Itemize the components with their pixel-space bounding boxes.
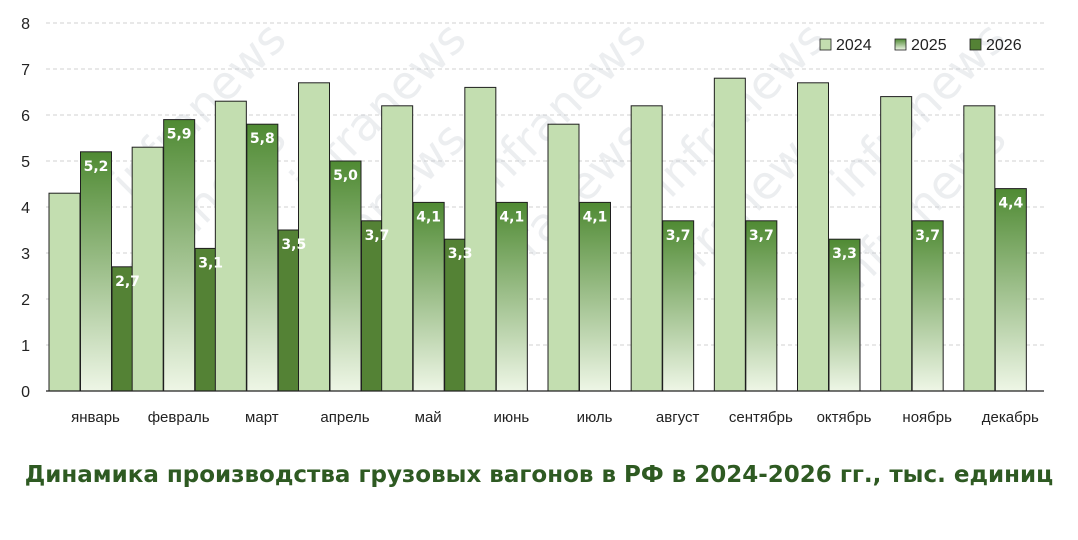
x-tick-label: июль xyxy=(577,409,613,426)
data-label-2025-октябрь: 3,3 xyxy=(832,246,857,262)
bar-2024-июнь xyxy=(464,86,497,392)
bar-2024-ноябрь xyxy=(880,96,913,392)
x-tick-label: октябрь xyxy=(817,409,872,426)
bar-2024-сентябрь xyxy=(713,77,746,392)
bar-2025-май xyxy=(412,201,445,392)
bar-2025-август xyxy=(662,220,695,392)
data-label-2025-сентябрь: 3,7 xyxy=(749,228,774,244)
data-label-2025-март: 5,8 xyxy=(250,131,275,147)
y-tick-label: 4 xyxy=(21,200,30,217)
x-tick-label: апрель xyxy=(320,409,369,426)
y-tick-label: 2 xyxy=(21,292,30,309)
data-label-2026-март: 3,5 xyxy=(281,237,306,253)
x-tick-label: февраль xyxy=(148,409,210,426)
data-label-2025-апрель: 5,0 xyxy=(333,168,358,184)
data-label-2026-апрель: 3,7 xyxy=(365,228,390,244)
data-label-2025-декабрь: 4,4 xyxy=(998,196,1023,212)
data-label-2026-февраль: 3,1 xyxy=(198,255,223,271)
data-label-2026-май: 3,3 xyxy=(448,246,473,262)
bar-2024-октябрь xyxy=(797,82,829,392)
legend-swatch-2024 xyxy=(819,38,832,51)
legend: 2024 2025 2026 xyxy=(819,37,1022,54)
chart-title: Динамика производства грузовых вагонов в… xyxy=(24,462,1054,488)
y-tick-label: 7 xyxy=(21,62,30,79)
bar-2025-июль xyxy=(579,201,611,392)
legend-swatch-2026 xyxy=(969,38,982,51)
bar-2025-февраль xyxy=(163,119,196,392)
bar-2024-декабрь xyxy=(963,105,996,392)
bar-2024-январь xyxy=(48,192,81,392)
bar-2024-февраль xyxy=(131,146,164,392)
bar-2025-апрель xyxy=(329,160,362,392)
x-tick-label: июнь xyxy=(493,409,529,426)
bar-2025-июнь xyxy=(495,201,528,392)
data-label-2025-август: 3,7 xyxy=(666,228,691,244)
x-tick-label: август xyxy=(656,409,700,426)
data-label-2025-февраль: 5,9 xyxy=(167,127,192,143)
y-tick-label: 0 xyxy=(21,384,30,401)
data-label-2026-январь: 2,7 xyxy=(115,274,140,290)
data-label-2025-ноябрь: 3,7 xyxy=(915,228,940,244)
bar-2025-январь xyxy=(80,151,112,392)
bar-2025-декабрь xyxy=(994,188,1027,392)
y-tick-label: 1 xyxy=(21,338,30,355)
gridlines xyxy=(46,22,1044,346)
axes: 0 1 2 3 4 5 6 7 8 январь февраль март апрель май июнь и… xyxy=(21,16,1044,426)
bar-2024-июль xyxy=(547,123,580,392)
data-label-2025-июнь: 4,1 xyxy=(499,209,524,225)
x-tick-label: март xyxy=(245,409,279,426)
x-tick-label: сентябрь xyxy=(729,409,793,426)
bar-2025-ноябрь xyxy=(911,220,944,392)
bar-2024-май xyxy=(381,105,414,392)
y-tick-label: 8 xyxy=(21,16,30,33)
x-tick-label: декабрь xyxy=(982,409,1039,426)
x-tick-label: ноябрь xyxy=(902,409,952,426)
bars xyxy=(48,77,1027,392)
bar-2024-апрель xyxy=(298,82,330,392)
bar-2024-март xyxy=(214,100,247,392)
x-tick-label: май xyxy=(415,409,442,426)
data-labels: 5,2 2,7 5,9 3,1 5,8 3,5 5,0 3,7 4,1 3,3 4,1 4,1 3,7 3… xyxy=(84,127,1024,290)
legend-label-2026: 2026 xyxy=(986,37,1022,54)
legend-label-2024: 2024 xyxy=(836,37,872,54)
x-tick-label: январь xyxy=(71,409,120,426)
data-label-2025-май: 4,1 xyxy=(416,209,441,225)
bar-2025-март xyxy=(246,123,279,392)
legend-label-2025: 2025 xyxy=(911,37,947,54)
data-label-2025-июль: 4,1 xyxy=(583,209,608,225)
bar-2024-август xyxy=(630,105,663,392)
bar-2025-сентябрь xyxy=(745,220,778,392)
data-label-2025-январь: 5,2 xyxy=(84,159,109,175)
legend-swatch-2025 xyxy=(894,38,907,51)
y-tick-label: 6 xyxy=(21,108,30,125)
y-tick-label: 3 xyxy=(21,246,30,263)
y-tick-label: 5 xyxy=(21,154,30,171)
